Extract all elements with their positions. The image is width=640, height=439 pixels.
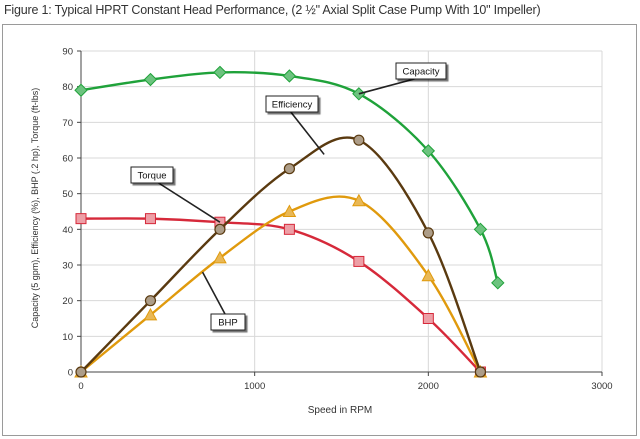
bhp-point: [213, 250, 227, 264]
series-labels: Capacity Efficiency Torque BHP: [130, 62, 447, 331]
capacity-callout: Capacity: [358, 62, 447, 95]
series-torque: [75, 213, 486, 378]
y-tick-label: 0: [68, 368, 73, 379]
y-tick-label: 50: [62, 189, 73, 200]
y-tick-label: 90: [62, 47, 73, 58]
capacity-point: [213, 65, 227, 80]
torque-callout-box: [130, 166, 174, 184]
efficiency-callout-leader: [289, 110, 325, 155]
torque-callout: Torque: [130, 166, 221, 223]
efficiency-point: [144, 295, 157, 307]
torque-point: [144, 213, 156, 225]
capacity-point: [421, 144, 436, 158]
y-tick-label: 80: [62, 82, 73, 93]
torque-line: [80, 217, 482, 373]
figure-title: Figure 1: Typical HPRT Constant Head Per…: [4, 3, 541, 17]
efficiency-point: [353, 134, 365, 146]
efficiency-point: [75, 366, 87, 378]
torque-point: [283, 223, 295, 235]
capacity-point: [74, 83, 88, 97]
capacity-line: [80, 70, 499, 284]
bhp-callout-label: BHP: [218, 318, 238, 329]
efficiency-callout-label: Efficiency: [272, 100, 313, 111]
efficiency-callout-box: [265, 95, 319, 113]
capacity-point: [473, 222, 488, 237]
torque-point: [75, 213, 87, 225]
y-tick-label: 40: [62, 225, 73, 236]
y-tick-label: 30: [62, 261, 73, 272]
torque-point: [422, 313, 434, 324]
y-tick-label: 10: [62, 332, 73, 343]
capacity-point: [491, 276, 505, 290]
x-axis-label: Speed in RPM: [308, 405, 372, 416]
torque-point: [353, 255, 365, 267]
capacity-callout-leader: [358, 77, 419, 95]
x-tick-label: 3000: [591, 381, 612, 392]
series-layer: [74, 65, 505, 378]
y-axis-label: Capacity (5 gpm), Efficiency (%), BHP (.…: [30, 88, 40, 329]
torque-callout-leader: [156, 181, 221, 223]
capacity-callout-label: Capacity: [403, 67, 440, 78]
efficiency-point: [283, 163, 295, 175]
grid-lines: [80, 50, 603, 373]
series-capacity: [74, 65, 505, 290]
efficiency-point: [474, 366, 487, 378]
capacity-point: [282, 69, 297, 83]
x-tick-label: 1000: [244, 381, 265, 392]
series-efficiency: [75, 134, 487, 378]
chart-frame: [2, 24, 637, 436]
bhp-point: [352, 193, 366, 207]
y-tick-label: 20: [62, 296, 73, 307]
x-tick-label: 0: [78, 381, 83, 392]
capacity-callout-box: [395, 62, 447, 80]
bhp-callout-box: [210, 313, 246, 331]
capacity-point: [143, 72, 158, 87]
bhp-callout: BHP: [201, 271, 246, 331]
bhp-point: [421, 268, 436, 282]
bhp-line: [80, 195, 482, 373]
axes: 0 10 20 30 40 50 60 70 80 90 0 1000 2000 3000: [62, 47, 612, 393]
efficiency-point: [422, 227, 434, 239]
efficiency-point: [214, 223, 226, 235]
bhp-callout-leader: [201, 271, 226, 315]
efficiency-callout: Efficiency: [265, 95, 325, 155]
bhp-point: [143, 307, 158, 321]
series-bhp: [74, 193, 488, 378]
torque-callout-label: Torque: [137, 171, 166, 182]
y-tick-label: 70: [62, 118, 73, 129]
y-tick-label: 60: [62, 154, 73, 165]
bhp-point: [282, 204, 297, 217]
x-tick-label: 2000: [418, 381, 439, 392]
